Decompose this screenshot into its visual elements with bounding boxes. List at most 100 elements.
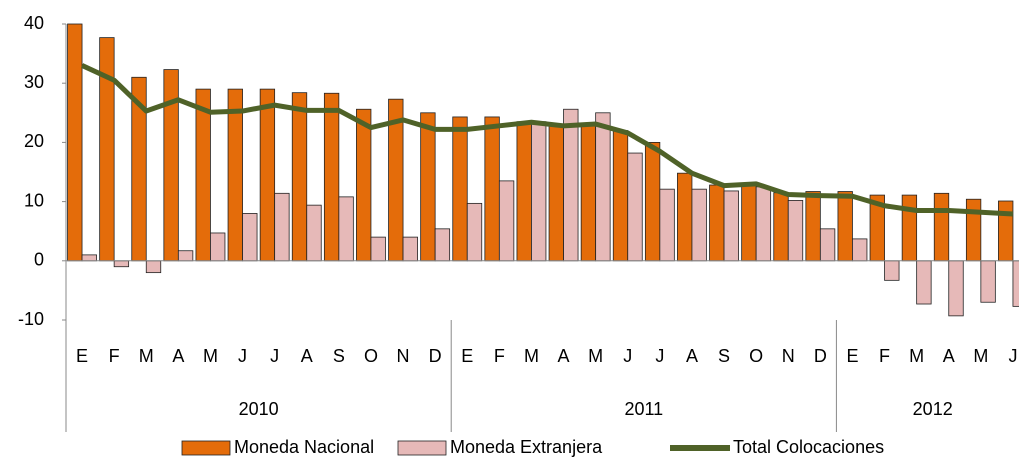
bar <box>916 260 932 305</box>
x-tick-label: O <box>749 346 763 366</box>
x-tick-label: E <box>846 346 858 366</box>
bar <box>145 260 162 274</box>
bar <box>498 180 515 262</box>
x-tick-label: F <box>109 346 120 366</box>
x-tick-label: A <box>301 346 313 366</box>
x-tick-label: S <box>333 346 345 366</box>
bar <box>338 196 354 262</box>
y-tick-label: -10 <box>18 309 44 329</box>
x-tick-label: F <box>494 346 505 366</box>
x-tick-label: J <box>238 346 247 366</box>
bar <box>516 121 532 262</box>
bar <box>259 88 276 262</box>
x-tick-label: M <box>588 346 603 366</box>
group-label: 2011 <box>624 399 663 419</box>
bar <box>723 190 739 262</box>
bar <box>466 202 483 262</box>
bar <box>659 188 675 262</box>
bar <box>580 124 597 262</box>
y-tick-label: 20 <box>24 131 44 151</box>
bar <box>677 172 693 262</box>
bar <box>420 112 436 262</box>
bar <box>274 192 290 262</box>
y-tick-label: 40 <box>24 13 44 33</box>
legend-swatch <box>181 440 231 456</box>
bar <box>1012 260 1019 307</box>
bar <box>370 236 386 262</box>
bar <box>965 198 982 262</box>
group-label: 2010 <box>239 399 279 419</box>
x-tick-label: E <box>461 346 473 366</box>
bar <box>434 228 451 262</box>
legend-swatch <box>397 440 447 456</box>
x-tick-label: O <box>364 346 378 366</box>
x-tick-label: E <box>76 346 88 366</box>
bar <box>948 260 964 317</box>
bar <box>99 37 115 262</box>
x-tick-label: F <box>879 346 890 366</box>
bar <box>81 254 97 262</box>
x-tick-label: M <box>973 346 988 366</box>
x-tick-label: J <box>270 346 279 366</box>
x-tick-label: J <box>623 346 632 366</box>
x-tick-label: M <box>909 346 924 366</box>
bar <box>755 186 772 262</box>
line <box>81 63 1014 217</box>
x-tick-label: A <box>686 346 698 366</box>
bar <box>933 192 950 262</box>
bar <box>773 192 789 262</box>
x-tick-label: S <box>718 346 730 366</box>
bar <box>980 260 996 303</box>
bar <box>691 188 707 262</box>
bar <box>627 152 643 262</box>
x-tick-label: M <box>203 346 218 366</box>
bar <box>819 228 836 262</box>
x-tick-label: J <box>1008 346 1017 366</box>
bar <box>323 92 340 262</box>
bar <box>177 250 194 262</box>
y-tick-label: 10 <box>24 190 44 210</box>
bar <box>787 200 804 262</box>
x-tick-label: A <box>172 346 184 366</box>
bar <box>612 130 629 262</box>
bar <box>195 88 211 262</box>
bar <box>709 184 725 262</box>
bar <box>805 191 821 262</box>
legend-label: Total Colocaciones <box>733 437 884 457</box>
x-tick-label: A <box>558 346 570 366</box>
bar <box>402 236 418 262</box>
bar <box>884 260 900 281</box>
bar <box>227 88 243 262</box>
x-tick-label: M <box>139 346 154 366</box>
bar <box>113 260 130 268</box>
legend-label: Moneda Nacional <box>234 437 374 457</box>
bar <box>741 183 757 262</box>
x-tick-label: N <box>782 346 795 366</box>
bar <box>901 194 918 262</box>
y-tick-label: 0 <box>34 250 44 270</box>
bar <box>242 213 258 262</box>
bar <box>837 191 853 262</box>
bar <box>452 116 468 262</box>
bar <box>852 238 868 262</box>
x-tick-label: M <box>524 346 539 366</box>
legend-label: Moneda Extranjera <box>450 437 603 457</box>
bar <box>595 112 611 262</box>
bar <box>563 108 579 262</box>
bar <box>356 108 372 262</box>
bar <box>998 200 1014 262</box>
x-tick-label: A <box>943 346 955 366</box>
x-tick-label: J <box>655 346 664 366</box>
bar <box>306 204 322 262</box>
bar <box>484 116 500 262</box>
bar <box>548 124 564 262</box>
bar <box>291 92 308 262</box>
bar <box>644 141 661 262</box>
bar <box>531 121 547 262</box>
x-tick-label: D <box>429 346 442 366</box>
group-label: 2012 <box>913 399 953 419</box>
y-tick-label: 30 <box>24 72 44 92</box>
bar <box>210 232 226 262</box>
